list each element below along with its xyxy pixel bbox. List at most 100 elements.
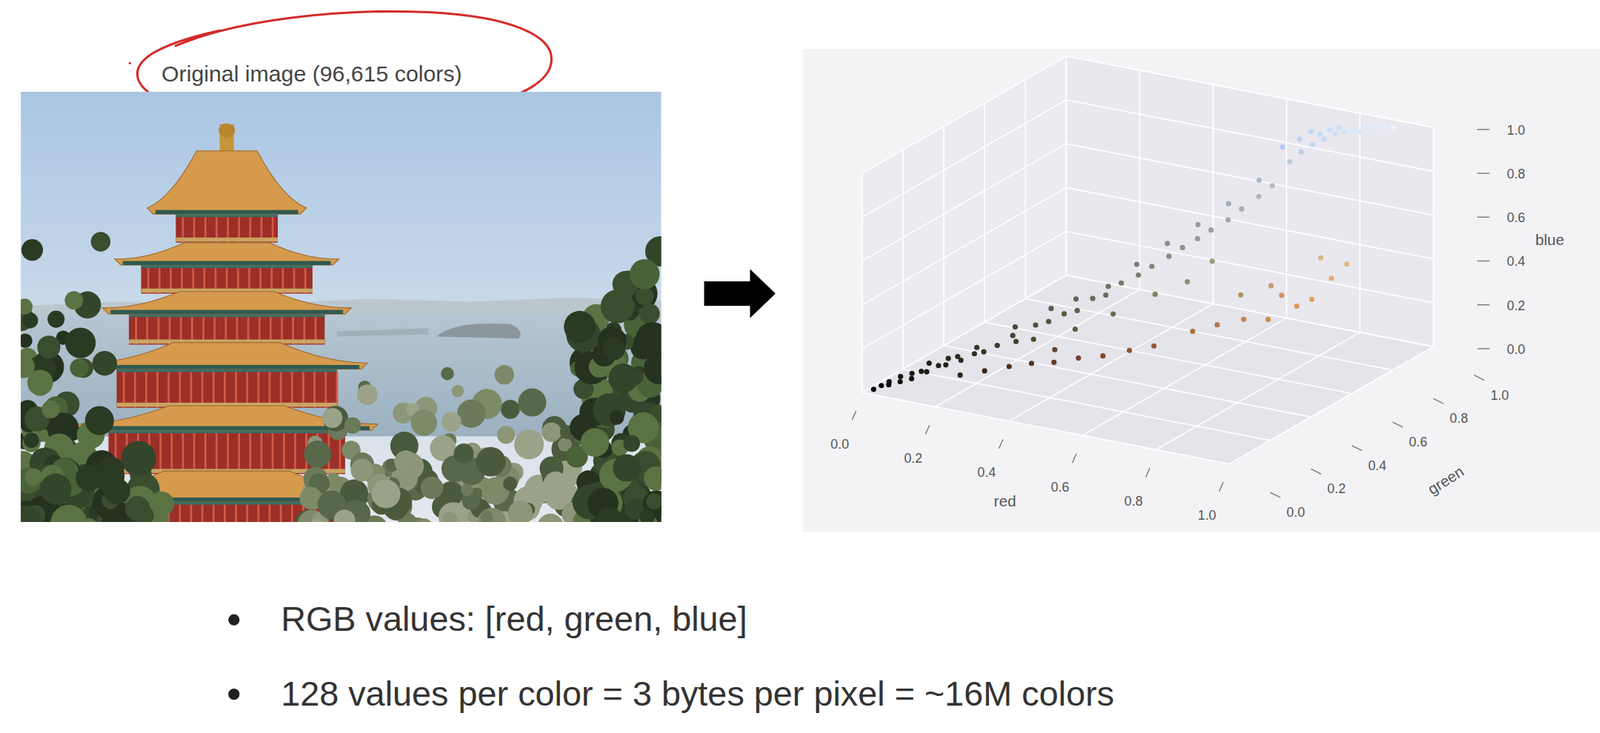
tick-mark <box>1477 128 1490 130</box>
point <box>1166 254 1172 260</box>
photo-bush <box>460 484 474 498</box>
tick-label: 0.0 <box>1506 342 1526 358</box>
photo-tree-left <box>92 351 118 376</box>
photo-tree-right <box>609 410 625 426</box>
point <box>1180 245 1186 251</box>
grid-line <box>1065 100 1434 172</box>
tick-mark <box>851 411 857 420</box>
photo <box>20 91 662 523</box>
pagoda-column <box>212 505 215 523</box>
photo-tree-left <box>20 298 33 315</box>
photo-tree-left <box>47 311 65 329</box>
photo-bush <box>508 500 534 523</box>
grid-line <box>984 322 1352 394</box>
point <box>926 360 932 366</box>
tick-label: 0.8 <box>1449 411 1469 426</box>
grid-line <box>1156 332 1360 450</box>
grid-line <box>862 100 1066 218</box>
pagoda-roof <box>114 242 340 266</box>
pagoda-roof <box>102 291 352 315</box>
photo-tree-left-bottom <box>134 505 155 523</box>
point <box>1327 127 1333 133</box>
tick-mark <box>1477 217 1490 218</box>
pagoda-column <box>280 505 283 523</box>
grid-line <box>1025 298 1393 370</box>
tick-label: 0.8 <box>1124 494 1143 509</box>
photo-bush <box>334 509 356 523</box>
pagoda-column <box>190 505 193 523</box>
point <box>1072 326 1078 332</box>
photo-tree-right <box>597 507 623 523</box>
point <box>1336 125 1342 131</box>
tick-label: 0.0 <box>830 437 849 452</box>
point <box>1298 149 1304 155</box>
point <box>1279 292 1285 298</box>
pagoda-column <box>257 372 260 409</box>
tick-mark <box>1477 260 1490 262</box>
photo-tree-right <box>608 363 638 394</box>
point <box>1372 124 1378 130</box>
photo-bush <box>537 514 564 523</box>
tick-label: 0.2 <box>1506 298 1526 314</box>
pagoda-column <box>215 433 218 475</box>
photo-tree-left-bottom <box>121 441 157 477</box>
point <box>1152 291 1158 298</box>
photo-tree-left-bottom <box>75 464 103 492</box>
point <box>994 342 1000 349</box>
point <box>1239 206 1245 212</box>
pagoda-column <box>260 433 263 475</box>
photo-tree-left-bottom <box>20 505 42 523</box>
tick-mark <box>1474 375 1485 381</box>
grid-line <box>902 149 904 369</box>
grid-line <box>862 56 1066 174</box>
point <box>1134 261 1140 267</box>
photo-tree-right <box>612 454 640 482</box>
photo-bush <box>394 450 418 474</box>
point <box>1287 159 1293 165</box>
pagoda-column <box>245 372 249 409</box>
grid-line <box>1065 275 1434 347</box>
pagoda-body <box>141 262 313 294</box>
photo-tree-left <box>65 327 96 358</box>
bullet-dot <box>228 688 240 700</box>
point <box>1045 319 1052 325</box>
point <box>1118 280 1124 286</box>
point <box>1309 142 1315 148</box>
photo-tree-left-bottom <box>98 457 124 483</box>
point <box>1208 227 1214 233</box>
point <box>908 376 915 382</box>
point <box>1110 311 1116 318</box>
pagoda-column <box>280 372 283 409</box>
pagoda-column <box>291 372 294 409</box>
grid-line <box>1024 79 1026 299</box>
grid-line <box>862 187 1066 305</box>
point <box>974 345 980 351</box>
bullet-text: 128 values per color = 3 bytes per pixel… <box>280 674 1115 714</box>
pagoda-column <box>257 505 260 523</box>
point <box>1006 363 1012 369</box>
tick-label: 0.2 <box>1327 481 1346 497</box>
grid-line <box>862 392 1230 464</box>
photo-bush <box>322 408 343 429</box>
photo-bush <box>322 405 349 432</box>
pagoda-column <box>302 372 305 409</box>
image-caption: Original image (96,615 colors) <box>161 61 463 86</box>
point <box>1317 131 1323 137</box>
photo-tree-left <box>41 400 60 419</box>
photo-tree-left <box>22 312 38 329</box>
point <box>1240 317 1246 323</box>
point <box>958 357 964 363</box>
photo-bush <box>440 367 455 381</box>
bullet-dot <box>228 614 240 626</box>
grid-line <box>942 126 945 346</box>
pagoda-column <box>156 372 159 409</box>
point <box>1031 337 1037 343</box>
photo-tree-right <box>629 259 660 289</box>
pagoda-column <box>234 505 238 523</box>
pagoda-column <box>223 505 226 523</box>
grid-line <box>943 345 1312 418</box>
point <box>1317 255 1323 261</box>
photo-tree-left <box>69 358 89 378</box>
point <box>1362 124 1369 130</box>
point <box>1032 322 1038 328</box>
